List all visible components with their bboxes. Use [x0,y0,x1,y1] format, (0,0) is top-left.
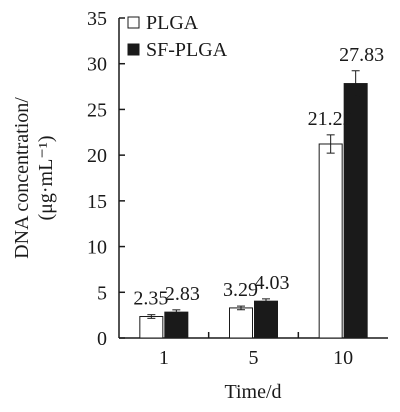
axes [118,18,388,339]
y-ticks: 0 5 10 15 20 25 30 35 [87,8,125,350]
bar-sf-plga-1 [164,311,189,339]
x-tick-label: 10 [333,347,353,369]
data-labels: 2.352.83 3.294.03 21.22 27.83 [133,44,384,310]
y-axis-title-line1: DNA concentration/ [11,97,33,259]
bar-sf-plga-5 [254,300,278,339]
data-label: 27.83 [339,44,384,66]
y-tick-label: 15 [87,191,107,213]
legend-label-sf-plga: SF-PLGA [146,39,228,61]
legend-label-plga: PLGA [146,12,199,34]
x-axis-title: Time/d [224,381,281,403]
data-label: 4.03 [255,272,290,294]
data-label: 2.83 [165,283,200,305]
bar-plga-5 [229,307,253,339]
data-label: 2.35 [133,288,168,310]
bars [139,70,368,339]
y-tick-label: 20 [87,145,107,167]
y-tick-label: 30 [87,54,107,76]
y-axis-title-line2: (μg·mL⁻¹) [35,135,57,220]
y-tick-label: 25 [87,99,107,121]
bar-plga-10 [318,143,343,339]
bar-plga-1 [139,316,164,339]
x-ticks: 1 5 10 [159,332,353,369]
y-tick-label: 5 [97,282,107,304]
legend-swatch-sf-plga [127,43,140,56]
y-tick-label: 10 [87,237,107,259]
x-tick-label: 1 [159,347,169,369]
x-tick-label: 5 [249,347,259,369]
data-label: 3.29 [223,279,258,301]
y-tick-label: 0 [97,328,107,350]
y-tick-label: 35 [87,8,107,30]
data-label: 21.22 [308,108,353,130]
legend: PLGA SF-PLGA [127,12,228,61]
legend-swatch-plga [127,16,140,29]
